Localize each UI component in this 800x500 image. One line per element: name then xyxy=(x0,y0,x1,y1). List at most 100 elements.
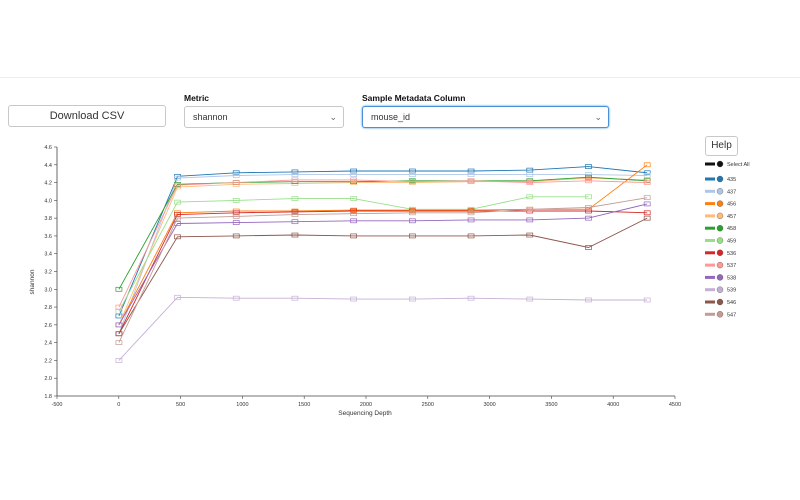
series-line-457 xyxy=(118,177,648,326)
series-546 xyxy=(115,215,651,337)
legend-item-458[interactable]: 458 xyxy=(705,225,736,232)
legend-item-437[interactable]: 437 xyxy=(705,188,736,195)
data-point xyxy=(232,214,240,219)
metadata-column-select[interactable]: mouse_id ⌄ xyxy=(362,106,609,128)
data-point xyxy=(232,173,240,178)
data-point xyxy=(526,194,534,200)
data-point xyxy=(585,297,592,303)
x-tick-label: 2500 xyxy=(422,402,434,408)
x-tick-label: 3500 xyxy=(545,402,557,408)
y-tick-label: 3.4 xyxy=(44,252,52,258)
x-tick-label: 4000 xyxy=(607,402,619,408)
legend-item-537[interactable]: 537 xyxy=(705,261,736,269)
legend-item-547[interactable]: 547 xyxy=(705,311,736,318)
x-tick-label: 500 xyxy=(176,402,185,408)
y-axis-label: shannon xyxy=(29,269,36,294)
legend-label: 435 xyxy=(727,177,736,183)
chevron-down-icon: ⌄ xyxy=(594,112,602,122)
series-458 xyxy=(115,174,651,292)
series-435 xyxy=(115,164,651,319)
legend-label: 547 xyxy=(727,312,736,318)
data-point xyxy=(585,174,592,180)
data-point xyxy=(115,322,123,328)
data-point xyxy=(115,331,123,337)
data-point xyxy=(526,232,534,238)
download-csv-button[interactable]: Download CSV xyxy=(8,105,166,127)
data-point xyxy=(467,168,475,174)
series-547 xyxy=(115,195,651,345)
legend-marker xyxy=(716,311,724,318)
data-point xyxy=(350,168,357,174)
x-tick-label: 1000 xyxy=(236,402,248,408)
x-tick-label: 3000 xyxy=(483,402,495,408)
y-tick-label: 3.0 xyxy=(44,287,52,293)
legend-item-539[interactable]: 539 xyxy=(705,286,736,294)
y-tick-label: 4.4 xyxy=(44,163,52,169)
legend-item-538[interactable]: 538 xyxy=(705,274,736,281)
legend-item-456[interactable]: 456 xyxy=(705,200,736,208)
y-tick-label: 2.8 xyxy=(44,305,52,311)
y-tick-label: 2.0 xyxy=(44,376,52,382)
data-point xyxy=(585,172,592,177)
series-line-456 xyxy=(118,164,648,326)
help-button[interactable]: Help xyxy=(705,136,738,156)
data-point xyxy=(526,296,534,302)
data-point xyxy=(643,180,651,185)
series-536 xyxy=(115,208,651,337)
legend: Select All 435 437 456 457 458 459 536 537 538 539… xyxy=(705,160,750,318)
data-point xyxy=(643,297,651,303)
data-point xyxy=(291,169,299,175)
data-point xyxy=(291,196,299,201)
legend-select-all[interactable]: Select All xyxy=(705,160,750,168)
data-point xyxy=(232,210,240,216)
data-point xyxy=(174,182,181,188)
y-tick-label: 2.4 xyxy=(44,341,52,347)
data-point xyxy=(115,286,123,292)
data-point xyxy=(467,233,475,239)
data-point xyxy=(643,201,651,207)
data-point xyxy=(291,212,299,217)
data-point xyxy=(115,358,123,363)
data-point xyxy=(291,172,299,177)
legend-item-435[interactable]: 435 xyxy=(705,175,736,183)
series-line-537 xyxy=(118,179,648,308)
legend-label: 457 xyxy=(727,214,736,220)
legend-item-459[interactable]: 459 xyxy=(705,237,736,245)
legend-label: 458 xyxy=(727,226,736,232)
data-point xyxy=(174,212,181,217)
metric-select[interactable]: shannon ⌄ xyxy=(184,106,344,128)
legend-item-546[interactable]: 546 xyxy=(705,298,736,306)
x-tick-label: -500 xyxy=(51,402,62,408)
x-axis-label: Sequencing Depth xyxy=(338,410,392,417)
series-line-458 xyxy=(118,176,648,290)
y-tick-label: 4.2 xyxy=(44,181,52,187)
data-point xyxy=(585,194,592,200)
series-line-437 xyxy=(118,174,648,334)
data-point xyxy=(350,296,357,302)
data-point xyxy=(643,195,651,201)
series-lines xyxy=(115,162,651,363)
legend-marker xyxy=(716,274,724,281)
data-point xyxy=(643,210,651,216)
legend-item-457[interactable]: 457 xyxy=(705,212,736,220)
legend-label: 536 xyxy=(727,251,736,257)
legend-item-536[interactable]: 536 xyxy=(705,249,736,257)
series-457 xyxy=(115,175,651,328)
data-point xyxy=(291,209,299,215)
series-539 xyxy=(115,294,651,363)
data-point xyxy=(350,172,357,177)
data-point xyxy=(467,210,475,216)
series-line-546 xyxy=(118,217,648,335)
data-point xyxy=(409,210,416,216)
series-line-435 xyxy=(118,166,648,317)
data-point xyxy=(174,215,181,221)
data-point xyxy=(409,233,416,239)
data-point xyxy=(350,196,357,201)
legend-marker xyxy=(716,200,724,207)
y-tick-label: 4.6 xyxy=(44,145,52,151)
data-point xyxy=(291,177,299,183)
y-tick-label: 2.6 xyxy=(44,323,52,329)
legend-label: 538 xyxy=(727,275,736,281)
legend-marker xyxy=(716,298,724,306)
y-tick-label: 3.6 xyxy=(44,234,52,240)
